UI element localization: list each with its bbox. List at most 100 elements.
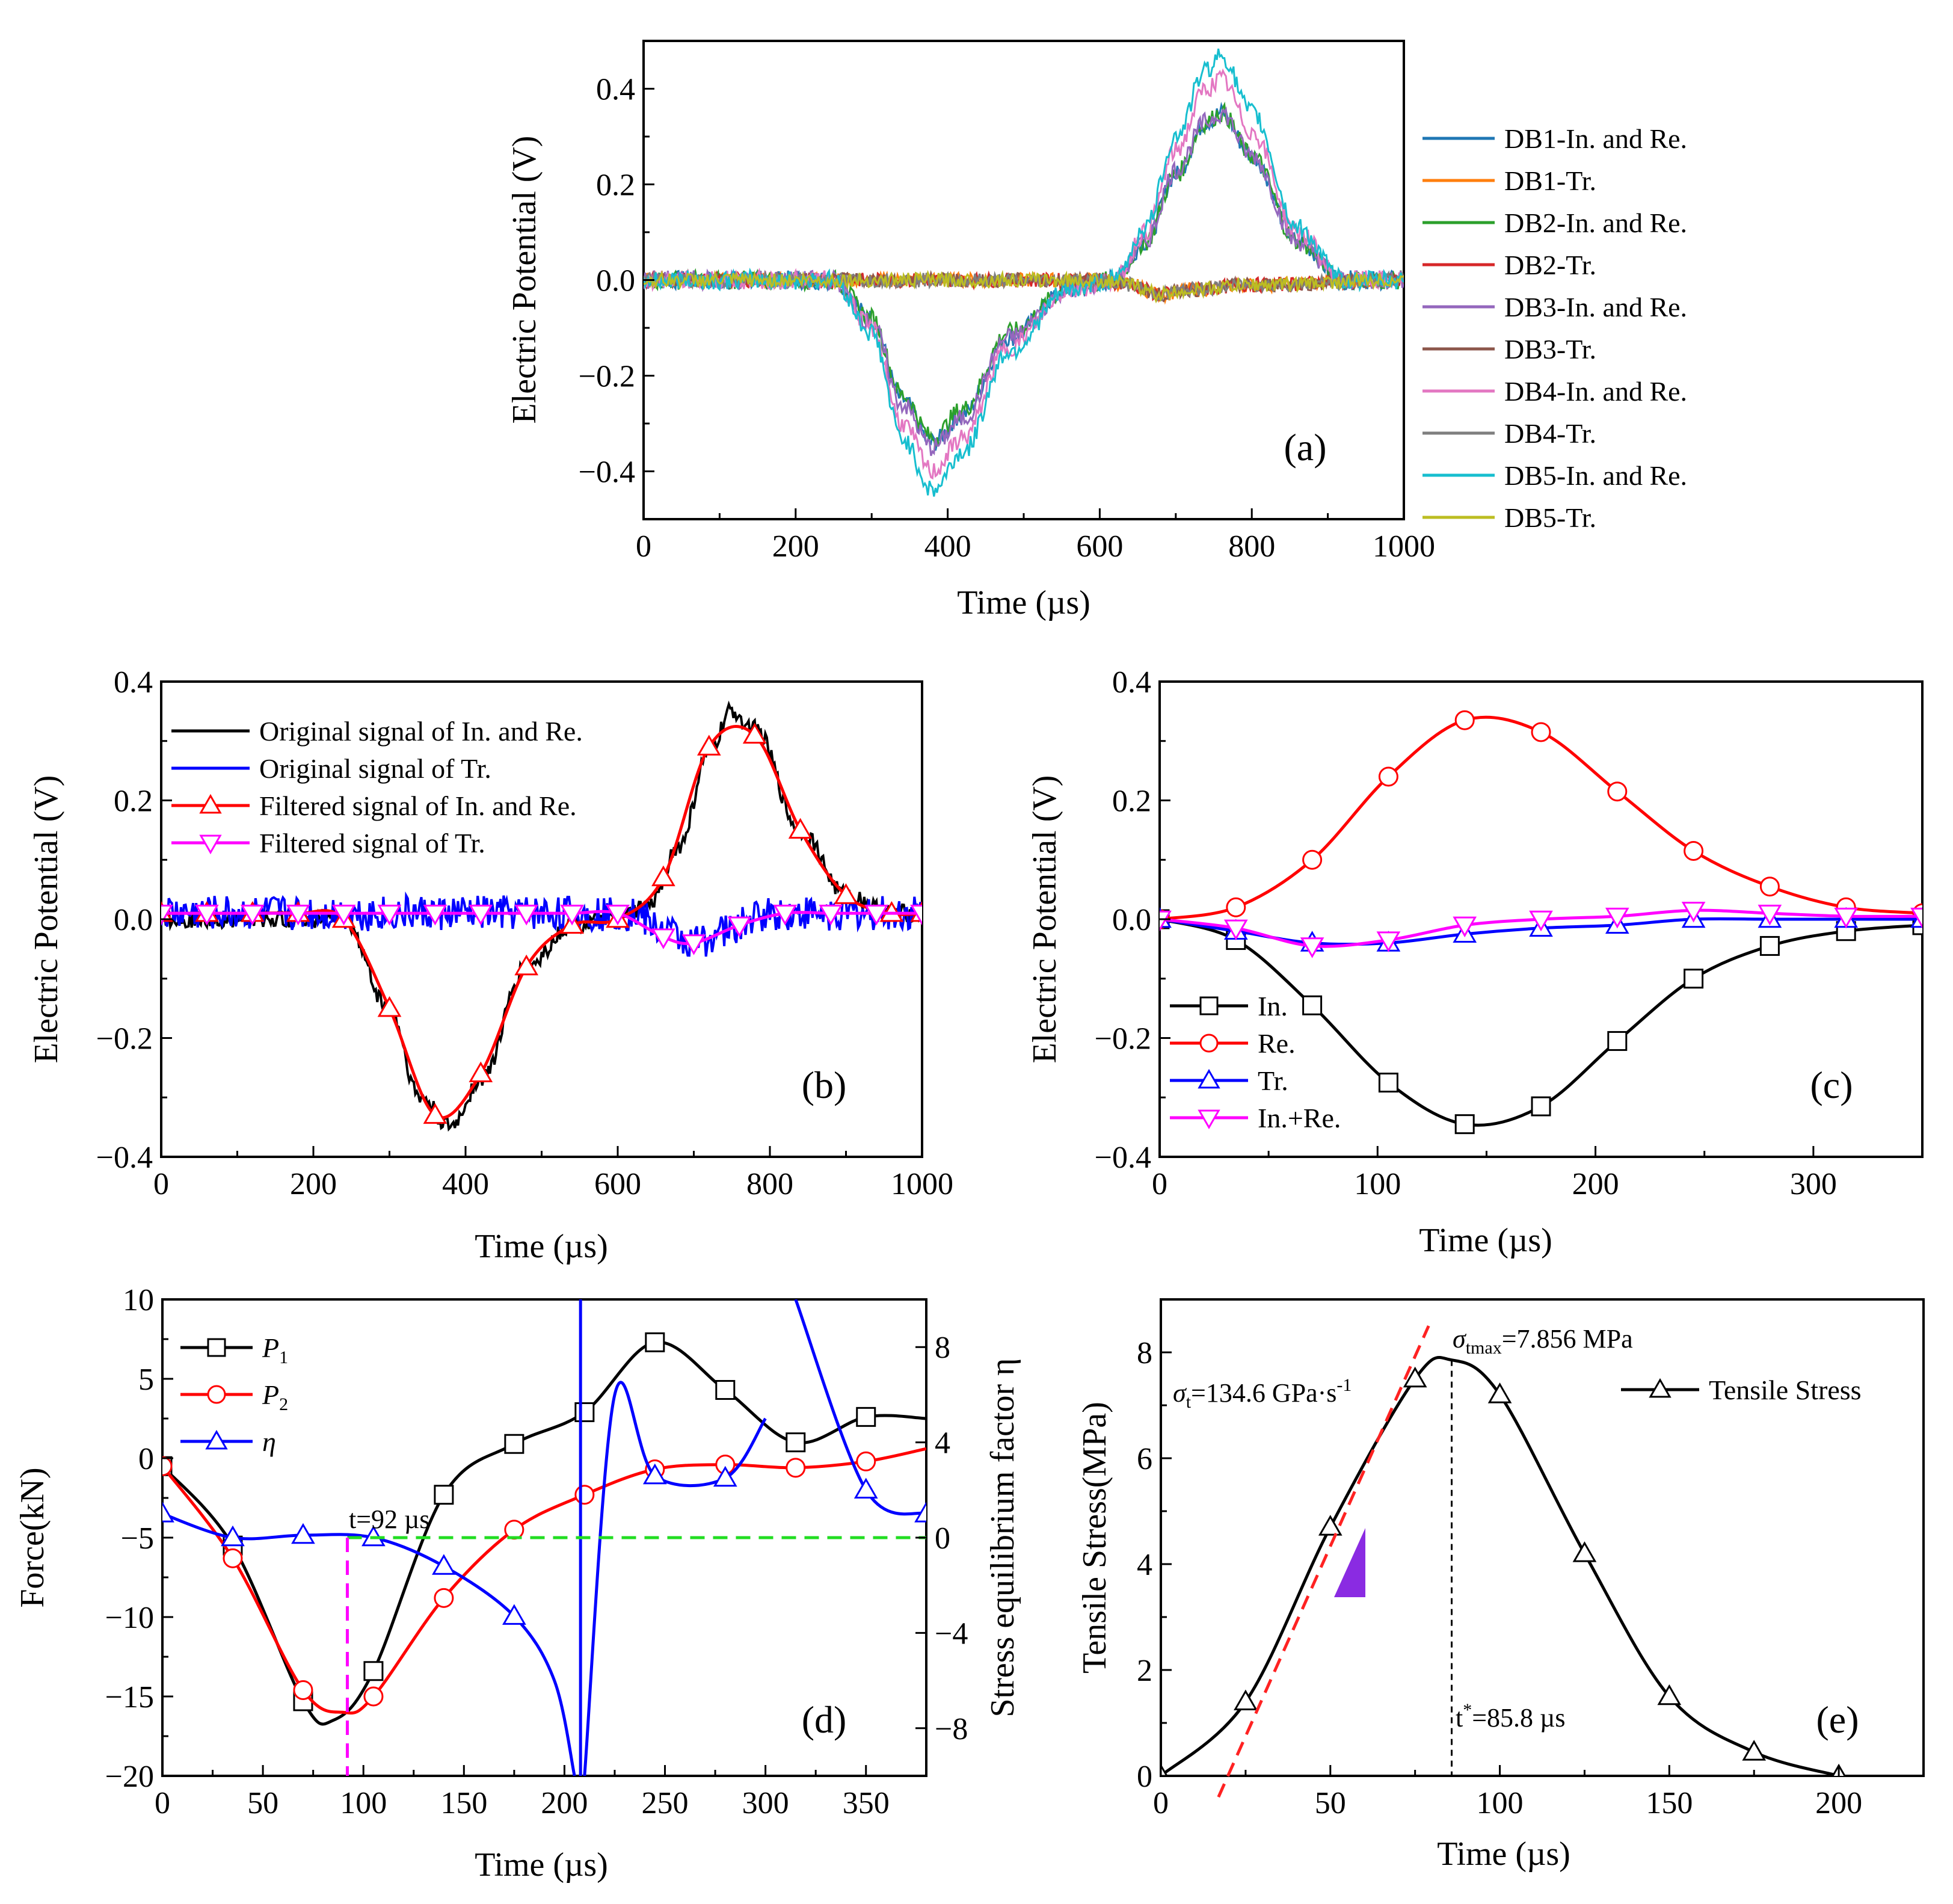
data-point-d bbox=[504, 1520, 524, 1540]
y-tick-label-a: 0.0 bbox=[596, 264, 635, 298]
legend-item-a: DB4-In. and Re. bbox=[1422, 376, 1687, 407]
x-tick-label-d: 150 bbox=[440, 1786, 487, 1820]
legend-label: In. bbox=[1258, 991, 1288, 1021]
marks-d bbox=[162, 1299, 926, 1776]
y-tick-label-d: −10 bbox=[105, 1601, 154, 1635]
legend-item-d: P1 bbox=[180, 1332, 288, 1367]
x-tick-label-a: 1000 bbox=[1373, 529, 1435, 564]
x-tick-label-b: 200 bbox=[290, 1167, 337, 1201]
data-point-c bbox=[1454, 1114, 1475, 1135]
annotation-t92: t=92 µs bbox=[349, 1505, 430, 1534]
legend-item-c: In.+Re. bbox=[1170, 1103, 1341, 1133]
ticks-b: 0 200 400 600 800 1000 −0.4 −0.2 0.0 0.2 0.4 bbox=[96, 665, 953, 1201]
x-tick-label-c: 100 bbox=[1354, 1167, 1401, 1201]
x-tick-label-a: 0 bbox=[636, 529, 651, 564]
data-point-c bbox=[1378, 1073, 1398, 1093]
data-point-c bbox=[1454, 710, 1475, 730]
data-point-d bbox=[162, 1456, 173, 1476]
series-line-d-eta-2 bbox=[794, 1299, 926, 1516]
panel-label-d: (d) bbox=[802, 1698, 847, 1741]
data-point-d bbox=[574, 1402, 595, 1422]
data-point-d bbox=[223, 1548, 243, 1568]
legend-label: Filtered signal of In. and Re. bbox=[259, 790, 577, 821]
legend-marker bbox=[207, 1338, 226, 1357]
series-c-0 bbox=[1160, 909, 1922, 1135]
data-point-b bbox=[697, 735, 721, 756]
legend-item-e: Tensile Stress bbox=[1621, 1375, 1862, 1405]
data-point-e bbox=[1234, 1689, 1258, 1711]
data-point-b bbox=[651, 865, 675, 887]
data-point-b bbox=[864, 904, 888, 926]
series-c-3 bbox=[1160, 901, 1922, 958]
data-point-b bbox=[819, 904, 843, 926]
x-tick-label-a: 600 bbox=[1076, 529, 1123, 564]
legend-item-c: In. bbox=[1170, 991, 1288, 1021]
legend-label: Original signal of Tr. bbox=[259, 753, 491, 784]
series-b-1 bbox=[161, 891, 922, 957]
data-point-c bbox=[1531, 1096, 1551, 1117]
xlabel-e: Time (µs) bbox=[1437, 1835, 1570, 1873]
plot-area-e bbox=[1161, 1355, 1846, 1776]
data-point-d bbox=[786, 1458, 806, 1478]
marks-a bbox=[644, 48, 1404, 497]
panel-label-c: (c) bbox=[1810, 1064, 1853, 1106]
series-line-d-eta-0 bbox=[162, 1512, 576, 1776]
legend-marker bbox=[1198, 1109, 1220, 1130]
data-point-b bbox=[514, 954, 539, 976]
y-tick-label-d: −15 bbox=[105, 1680, 154, 1715]
y-tick-label-a: −0.2 bbox=[579, 360, 635, 394]
data-point-e bbox=[1657, 1684, 1682, 1705]
data-point-c bbox=[1607, 1031, 1628, 1051]
series-line-d-eta-1 bbox=[583, 1381, 767, 1776]
y-tick-label-b: −0.2 bbox=[96, 1022, 153, 1056]
legend-c: In. Re. Tr. In.+Re. bbox=[1170, 991, 1341, 1133]
panel-a: 0 200 400 600 800 1000 −0.4 −0.2 0.0 0.2 0.4 Time … bbox=[506, 40, 1687, 621]
legend-item-a: DB5-Tr. bbox=[1422, 502, 1596, 533]
legend-label: η bbox=[262, 1426, 276, 1457]
x-tick-label-c: 200 bbox=[1572, 1167, 1619, 1201]
data-point-b bbox=[423, 904, 447, 926]
legend-label: DB5-Tr. bbox=[1504, 502, 1596, 533]
data-point-c bbox=[1226, 897, 1246, 917]
legend-item-d: P2 bbox=[180, 1379, 288, 1414]
data-point-c bbox=[1684, 969, 1704, 989]
x-tick-label-d: 200 bbox=[541, 1786, 588, 1820]
data-point-c bbox=[1160, 910, 1172, 932]
data-point-c bbox=[1300, 937, 1324, 958]
legend-label: Tr. bbox=[1258, 1065, 1288, 1096]
data-point-c bbox=[1910, 907, 1922, 929]
data-point-c bbox=[1684, 840, 1704, 861]
xlabel-a: Time (µs) bbox=[957, 584, 1090, 621]
legend-label: P2 bbox=[262, 1379, 288, 1414]
x-tick-label-d: 250 bbox=[642, 1786, 689, 1820]
plot-frame-e bbox=[1160, 1298, 1925, 1777]
legend-marker bbox=[207, 1385, 226, 1404]
series-c-1 bbox=[1160, 710, 1922, 929]
legend-label: P1 bbox=[262, 1332, 288, 1367]
data-point-d bbox=[363, 1661, 384, 1681]
x-tick-label-e: 100 bbox=[1477, 1786, 1524, 1820]
data-point-b bbox=[331, 904, 356, 926]
legend-item-a: DB1-In. and Re. bbox=[1422, 123, 1687, 154]
y-tick-label-c: −0.2 bbox=[1095, 1022, 1151, 1056]
data-point-d bbox=[162, 1502, 174, 1523]
y-right-tick-label-d: −8 bbox=[935, 1712, 968, 1746]
panel-label-b: (b) bbox=[802, 1064, 847, 1106]
x-tick-label-e: 200 bbox=[1815, 1786, 1862, 1820]
x-tick-label-d: 350 bbox=[843, 1786, 890, 1820]
data-point-b bbox=[469, 1061, 493, 1082]
data-point-b bbox=[834, 883, 858, 904]
series-a-6 bbox=[644, 68, 1404, 480]
xlabel-c: Time (µs) bbox=[1419, 1222, 1552, 1259]
x-tick-label-b: 600 bbox=[594, 1167, 641, 1201]
x-tick-label-a: 400 bbox=[924, 529, 971, 564]
legend-item-a: DB3-Tr. bbox=[1422, 334, 1596, 365]
data-point-d bbox=[293, 1680, 313, 1700]
panel-e: 0 50 100 150 200 0 2 4 6 8 Time (µs) Tensile Stre… bbox=[1076, 1298, 1925, 1873]
data-point-b bbox=[742, 722, 767, 744]
data-point-b bbox=[560, 904, 584, 926]
marks-e bbox=[1161, 1325, 1846, 1798]
data-point-c bbox=[1758, 904, 1782, 926]
y-tick-label-a: 0.2 bbox=[596, 168, 635, 203]
legend-item-a: DB4-Tr. bbox=[1422, 418, 1596, 449]
